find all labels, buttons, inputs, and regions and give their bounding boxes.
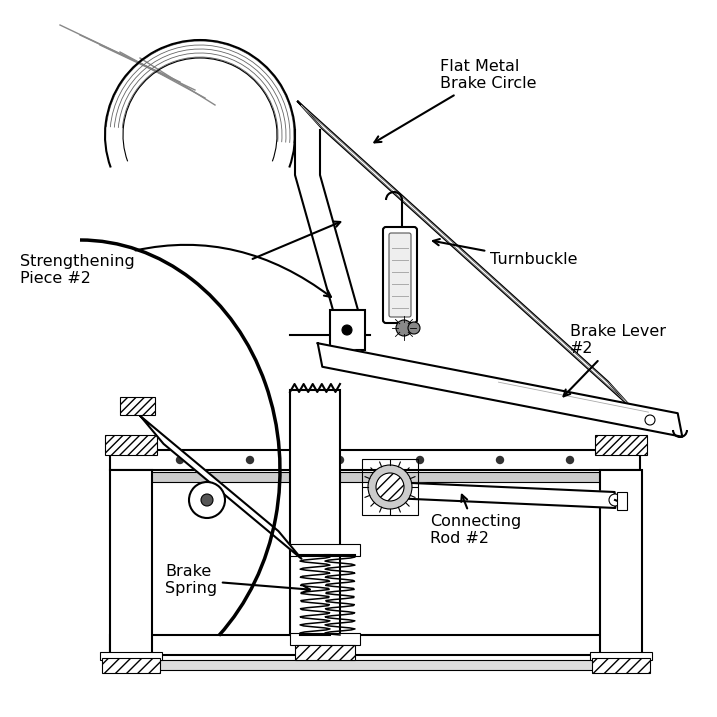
Text: Connecting
Rod #2: Connecting Rod #2 — [430, 495, 521, 546]
Circle shape — [609, 494, 621, 506]
Circle shape — [176, 457, 184, 463]
Bar — [595, 435, 647, 455]
Circle shape — [342, 325, 352, 335]
FancyBboxPatch shape — [383, 227, 417, 323]
Text: Brake Lever
#2: Brake Lever #2 — [564, 324, 666, 397]
Text: Brake
Spring: Brake Spring — [165, 564, 310, 597]
Polygon shape — [141, 416, 302, 559]
Text: Strengthening
Piece #2: Strengthening Piece #2 — [20, 244, 331, 297]
Bar — [105, 435, 157, 455]
Circle shape — [496, 457, 503, 463]
Circle shape — [396, 320, 412, 336]
FancyBboxPatch shape — [389, 233, 411, 317]
Polygon shape — [298, 102, 632, 409]
Circle shape — [336, 457, 343, 463]
Circle shape — [247, 457, 254, 463]
Bar — [110, 635, 640, 655]
Bar — [330, 310, 365, 350]
Bar — [110, 660, 640, 670]
Bar — [290, 544, 360, 556]
Bar — [110, 450, 640, 470]
Bar — [290, 633, 360, 645]
Bar — [590, 652, 652, 660]
Bar — [120, 397, 155, 415]
Bar — [100, 652, 162, 660]
Bar — [102, 658, 160, 673]
Circle shape — [645, 415, 655, 425]
Circle shape — [376, 473, 404, 501]
Circle shape — [201, 494, 213, 506]
Bar — [600, 470, 642, 655]
Circle shape — [417, 457, 424, 463]
Text: Turnbuckle: Turnbuckle — [433, 239, 577, 267]
Polygon shape — [318, 343, 683, 437]
Bar — [592, 658, 650, 673]
Circle shape — [189, 482, 225, 518]
Circle shape — [368, 465, 412, 509]
Circle shape — [566, 457, 574, 463]
Bar — [110, 472, 640, 482]
Bar — [110, 470, 152, 655]
Bar — [617, 492, 627, 510]
Bar — [362, 459, 418, 515]
Bar — [295, 645, 355, 660]
Polygon shape — [389, 482, 615, 508]
Bar — [290, 390, 340, 635]
Text: Flat Metal
Brake Circle: Flat Metal Brake Circle — [374, 59, 536, 143]
Circle shape — [408, 322, 420, 334]
